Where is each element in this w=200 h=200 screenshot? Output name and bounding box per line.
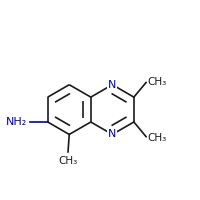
Text: CH₃: CH₃ xyxy=(58,156,78,166)
Text: CH₃: CH₃ xyxy=(148,133,167,143)
Text: NH₂: NH₂ xyxy=(6,117,27,127)
Text: N: N xyxy=(108,129,117,139)
Text: N: N xyxy=(108,80,117,90)
Text: CH₃: CH₃ xyxy=(148,77,167,87)
